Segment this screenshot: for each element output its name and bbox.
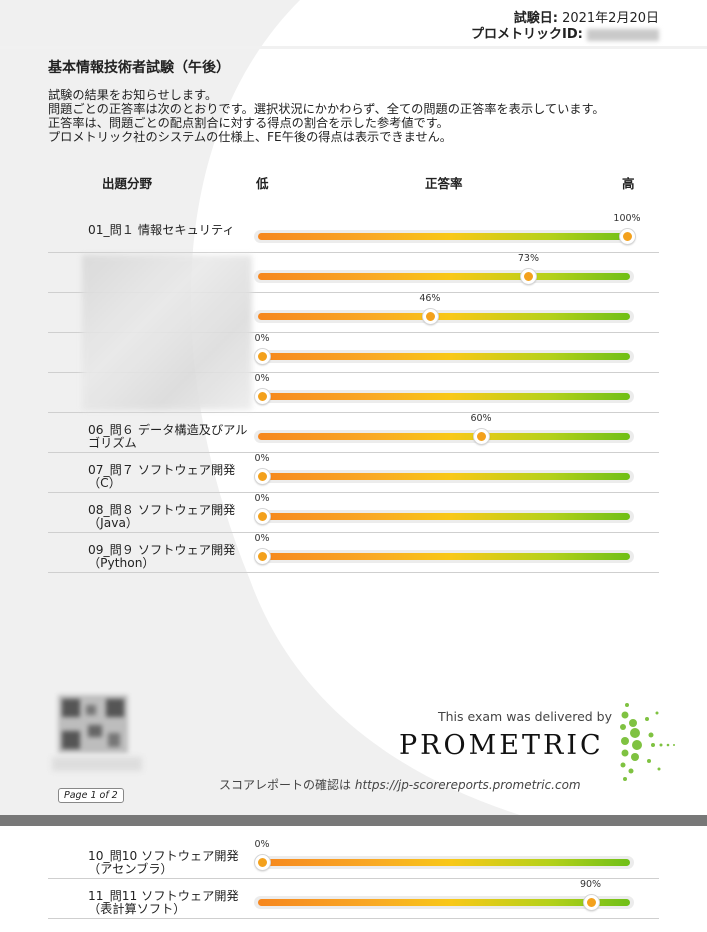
redacted-id [587,28,659,41]
score-row: 0% [0,333,707,373]
row-divider [48,372,659,373]
score-gradient-bar [258,433,630,440]
score-marker [474,429,489,444]
score-percent: 46% [419,293,441,304]
score-gradient-bar [258,393,630,400]
score-marker [255,469,270,484]
prometric-wordmark: PROMETRIC [399,730,604,761]
header-divider [0,46,707,49]
score-gradient-bar [258,513,630,520]
score-percent: 0% [254,839,270,850]
row-divider [48,492,659,493]
exam-date: 試験日: 2021年2月20日 [513,11,659,26]
row-label: 08_問８ ソフトウェア開発（Java） [88,503,236,530]
intro-line-3: 正答率は、問題ごとの配点割合に対する得点の割合を示した参考値です。 [48,116,449,130]
score-marker [255,509,270,524]
score-marker [521,269,537,284]
intro-text: 試験の結果をお知らせします。 問題ごとの正答率は次のとおりです。選択状況にかかわ… [48,88,668,144]
score-gradient-bar [258,353,630,360]
score-row: 09_問９ ソフトウェア開発（Python） 0% [0,533,707,573]
qr-caption-redacted [52,757,142,771]
row-label: 07_問７ ソフトウェア開発（C） [88,463,236,490]
column-header-low: 低 [256,176,269,191]
intro-line-2: 問題ごとの正答率は次のとおりです。選択状況にかかわらず、全ての問題の正答率を表示… [48,102,605,116]
score-marker [620,229,635,244]
score-row: 0% [0,373,707,413]
score-percent: 0% [254,453,270,464]
page-separator [0,815,707,826]
row-divider [48,878,659,879]
row-divider [48,452,659,453]
score-row: 46% [0,293,707,333]
score-gradient-bar [258,273,630,280]
score-gradient-bar [258,899,630,906]
score-row: 11_問11 ソフトウェア開発（表計算ソフト） 90% [0,879,707,919]
column-header-area: 出題分野 [102,176,153,191]
row-divider [48,412,659,413]
score-report-url-note: スコアレポートの確認は https://jp-scorereports.prom… [219,778,581,792]
row-divider [48,918,659,919]
score-percent: 100% [613,213,641,224]
report-page-1: 試験日: 2021年2月20日 プロメトリックID: 基本情報技術者試験（午後）… [0,11,707,803]
prometric-id: プロメトリックID: [471,23,659,42]
intro-line-4: プロメトリック社のシステムの仕様上、FE午後の得点は表示できません。 [48,130,452,144]
score-marker [255,855,270,870]
score-row: 08_問８ ソフトウェア開発（Java） 0% [0,493,707,533]
row-label: 01_問１ 情報セキュリティ [88,223,235,237]
score-gradient-bar [258,859,630,866]
score-percent: 0% [254,333,270,344]
row-divider [48,332,659,333]
score-marker [583,895,599,910]
score-percent: 0% [254,373,270,384]
row-label: 09_問９ ソフトウェア開発（Python） [88,543,236,570]
score-marker [422,309,438,324]
score-gradient-bar [258,553,630,560]
score-row: 07_問７ ソフトウェア開発（C） 0% [0,453,707,493]
intro-line-1: 試験の結果をお知らせします。 [48,88,218,102]
score-gradient-bar [258,473,630,480]
row-divider [48,532,659,533]
delivered-by-text: This exam was delivered by [438,709,613,724]
score-percent: 60% [470,413,492,424]
score-row: 01_問１ 情報セキュリティ 100% [0,213,707,253]
redacted-labels [82,255,252,410]
score-percent: 0% [254,493,270,504]
score-report-link[interactable]: https://jp-scorereports.prometric.com [354,778,581,792]
score-row: 06_問６ データ構造及びアルゴリズム 60% [0,413,707,453]
row-divider [48,252,659,253]
row-label: 10_問10 ソフトウェア開発（アセンブラ） [88,849,239,876]
background-swoosh [0,0,520,815]
report-title: 基本情報技術者試験（午後） [48,60,230,76]
score-row: 10_問10 ソフトウェア開発（アセンブラ） 0% [0,839,707,879]
row-divider [48,292,659,293]
qr-code-icon [58,695,128,753]
row-label: 06_問６ データ構造及びアルゴリズム [88,423,248,450]
row-divider [48,572,659,573]
score-gradient-bar [258,233,630,240]
row-label: 11_問11 ソフトウェア開発（表計算ソフト） [88,889,239,916]
prometric-logo-icon [620,703,675,781]
score-marker [255,349,270,364]
column-header-high: 高 [622,176,635,191]
score-marker [255,389,270,404]
score-percent: 90% [579,879,602,890]
score-gradient-bar [258,313,630,320]
score-percent: 73% [517,253,539,264]
page-number-badge: Page 1 of 2 [58,788,124,803]
score-marker [255,549,270,564]
score-row: 73% [0,253,707,293]
score-percent: 0% [254,533,270,544]
report-page-2: 10_問10 ソフトウェア開発（アセンブラ） 0% 11_問11 ソフトウェア開発（… [0,826,707,932]
column-header-rate: 正答率 [425,176,463,191]
